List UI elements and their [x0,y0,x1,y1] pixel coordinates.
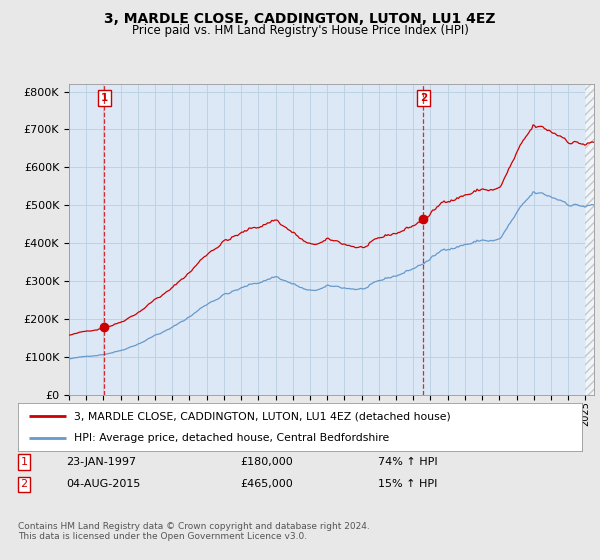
Text: 1: 1 [101,93,108,103]
Text: HPI: Average price, detached house, Central Bedfordshire: HPI: Average price, detached house, Cent… [74,433,389,443]
Text: 1: 1 [20,457,28,467]
Text: 3, MARDLE CLOSE, CADDINGTON, LUTON, LU1 4EZ: 3, MARDLE CLOSE, CADDINGTON, LUTON, LU1 … [104,12,496,26]
Text: £465,000: £465,000 [240,479,293,489]
Text: £180,000: £180,000 [240,457,293,467]
Text: 23-JAN-1997: 23-JAN-1997 [66,457,136,467]
Text: 2: 2 [20,479,28,489]
Text: Price paid vs. HM Land Registry's House Price Index (HPI): Price paid vs. HM Land Registry's House … [131,24,469,36]
Text: Contains HM Land Registry data © Crown copyright and database right 2024.
This d: Contains HM Land Registry data © Crown c… [18,522,370,542]
Text: 74% ↑ HPI: 74% ↑ HPI [378,457,437,467]
Text: 3, MARDLE CLOSE, CADDINGTON, LUTON, LU1 4EZ (detached house): 3, MARDLE CLOSE, CADDINGTON, LUTON, LU1 … [74,411,451,421]
Text: 04-AUG-2015: 04-AUG-2015 [66,479,140,489]
Text: 15% ↑ HPI: 15% ↑ HPI [378,479,437,489]
Text: 2: 2 [420,93,427,103]
